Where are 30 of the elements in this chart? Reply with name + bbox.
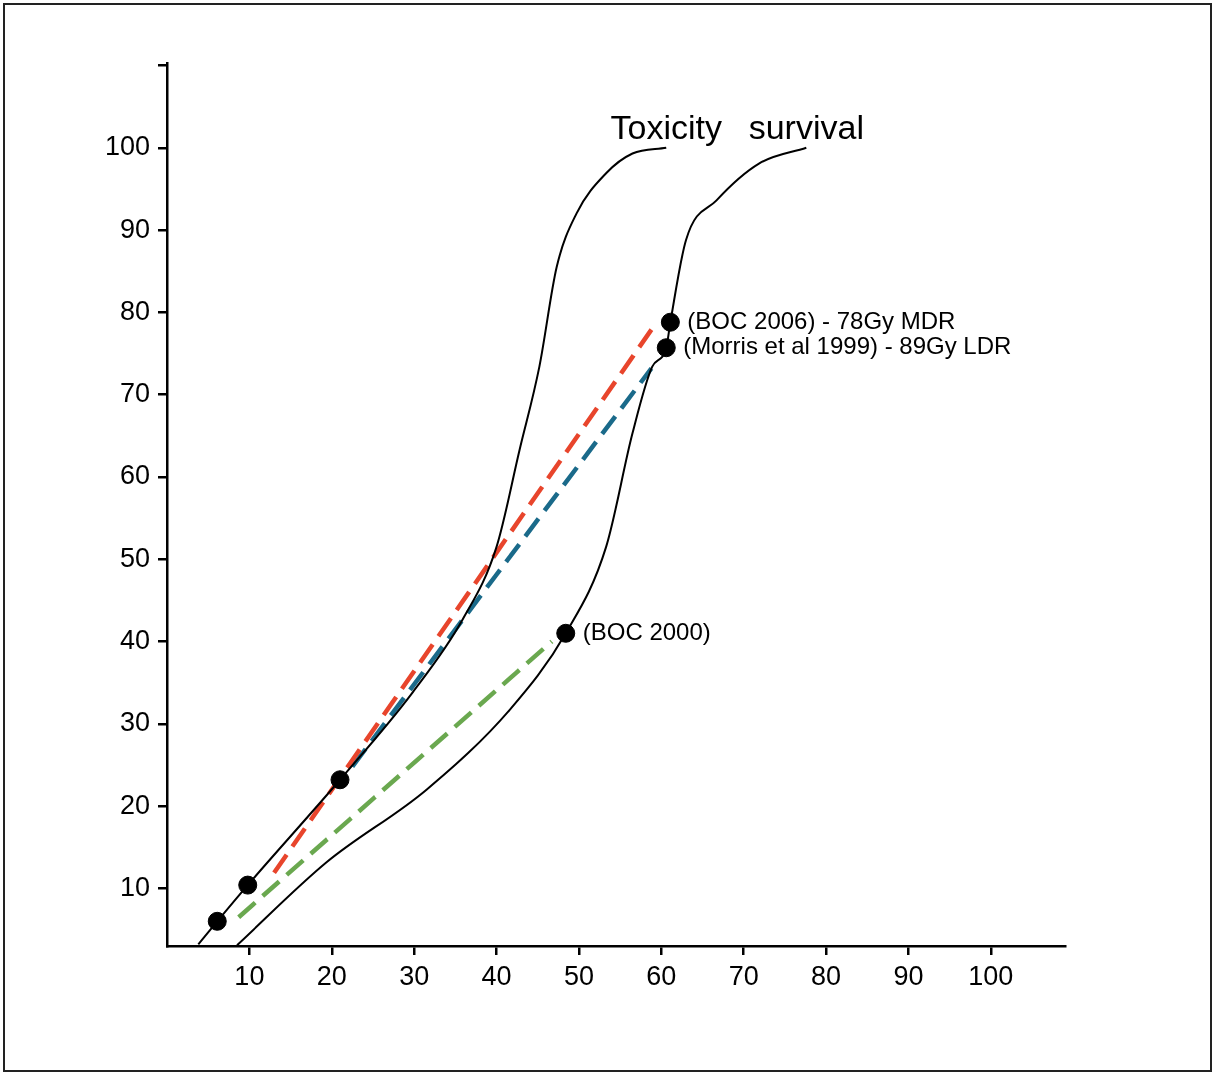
annotation: (BOC 2006) - 78Gy MDR [687,306,956,334]
y-tick-label: 40 [119,624,150,655]
x-tick-label: 40 [481,960,512,991]
y-tick-label: 80 [119,295,150,326]
x-tick-label: 20 [316,960,347,991]
series-label: survival [748,108,864,147]
point [660,312,680,332]
x-tick-label: 10 [234,960,265,991]
y-tick-label: 30 [119,707,150,738]
point [207,911,227,931]
x-tick-label: 60 [646,960,677,991]
y-tick-label: 90 [119,213,150,244]
y-tick-label: 10 [119,871,150,902]
x-tick-label: 80 [811,960,842,991]
y-tick-label: 50 [119,542,150,573]
point [238,875,258,895]
series-label: Toxicity [610,108,722,147]
y-tick-label: 20 [119,789,150,820]
y-tick-label: 100 [104,131,150,162]
y-tick-label: 60 [119,460,150,491]
x-tick-label: 30 [399,960,430,991]
annotation: (BOC 2000) [582,617,711,645]
point [330,770,350,790]
x-tick-label: 70 [728,960,759,991]
x-tick-label: 100 [968,960,1014,991]
point [656,338,676,358]
y-tick-label: 70 [119,378,150,409]
x-tick-label: 90 [893,960,924,991]
x-tick-label: 50 [563,960,594,991]
point [556,623,576,643]
